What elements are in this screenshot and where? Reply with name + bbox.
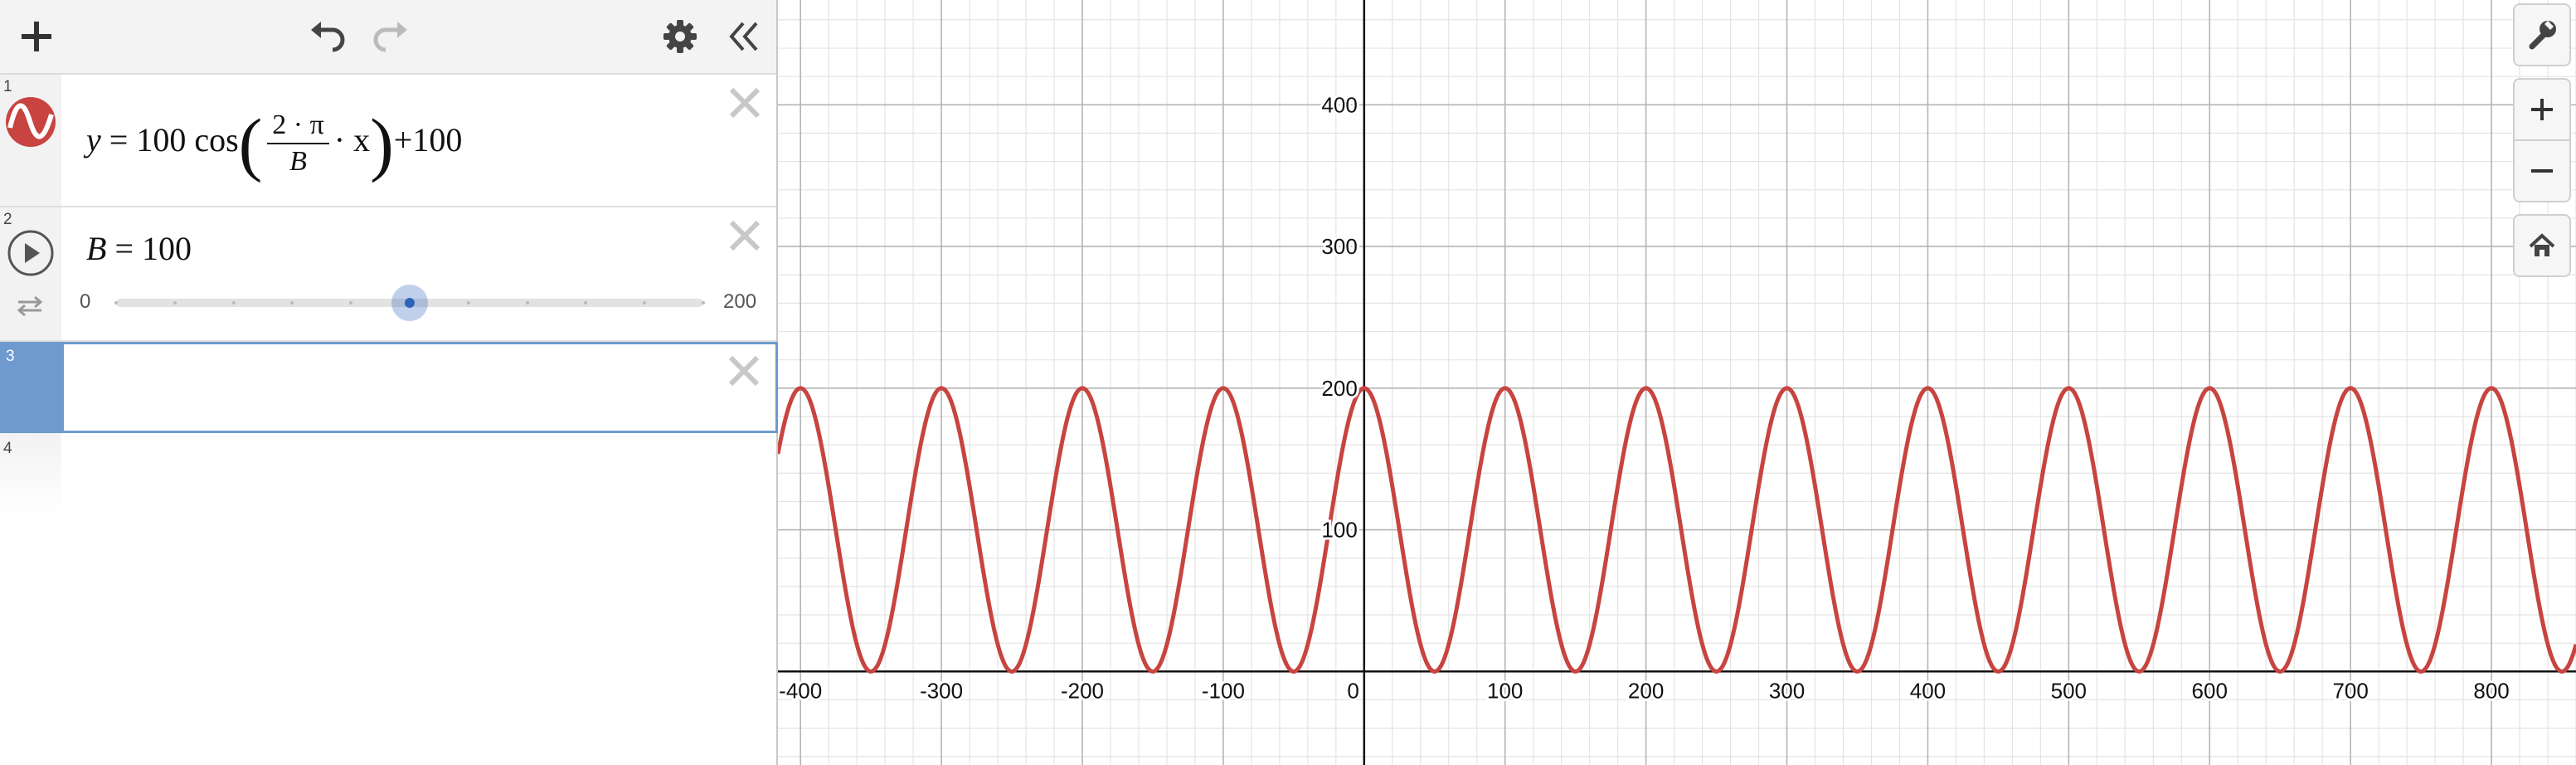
expression-row-1[interactable]: 1 y = 100 cos(2 · π B · x)+100 [0,75,776,207]
slider-tick [290,301,294,305]
x-tick-label: 400 [1910,678,1946,703]
zoom-out-button[interactable] [2513,139,2571,202]
graph-paper[interactable]: -400 -300 -200 -100 0 100 200 300 400 500 600 700 80… [778,0,2576,765]
y-tick-label: 300 [1321,234,1357,259]
y-tick-label: 100 [1321,518,1357,543]
delete-expression-icon[interactable] [727,85,763,121]
expression-input[interactable] [77,368,658,409]
expression-math[interactable]: y = 100 cos(2 · π B · x)+100 [86,104,463,183]
expression-toolbar [0,0,776,75]
slider-tick [173,301,177,305]
slider-tick [231,301,236,305]
slider-tick [643,301,647,305]
wrench-icon [2529,21,2556,50]
delete-expression-icon[interactable] [727,217,763,254]
y-tick-label: 200 [1321,376,1357,401]
undo-button[interactable] [304,12,353,61]
expression-row-2[interactable]: 2 B = 100 0 200 [0,207,776,342]
slider-tick [114,301,118,305]
axes [778,0,2576,765]
graph-canvas[interactable]: -400 -300 -200 -100 0 100 200 300 400 500 600 700 80… [778,0,2576,765]
slider-tick [525,301,529,305]
slider-tick [584,301,588,305]
y-tick-label: 400 [1321,92,1357,117]
plus-icon [2531,99,2553,120]
x-tick-label: 800 [2473,678,2509,703]
slider-max-label[interactable]: 200 [723,290,757,313]
x-tick-label: -400 [779,678,822,703]
zoom-in-button[interactable] [2513,78,2571,141]
settings-button[interactable] [655,12,705,61]
undo-icon [311,22,345,52]
x-axis-tick-labels: -400 -300 -200 -100 0 100 200 300 400 500 600 700 80… [778,675,2512,705]
x-tick-label: 300 [1769,678,1805,703]
slider-tick [466,301,470,305]
add-expression-button[interactable] [12,12,61,61]
graph-settings-button[interactable] [2513,3,2571,66]
home-icon [2529,233,2555,256]
x-tick-label: 100 [1487,678,1523,703]
slider-tick [702,301,705,305]
expression-number: 1 [3,78,12,95]
x-tick-label: 700 [2332,678,2368,703]
slider-thumb[interactable] [391,285,428,321]
x-tick-label: 500 [2051,678,2087,703]
play-icon[interactable] [7,229,55,277]
major-gridlines [778,0,2576,765]
expression-list-panel: 1 y = 100 cos(2 · π B · x)+100 2 [0,0,778,765]
default-viewport-button[interactable] [2513,214,2571,277]
redo-icon [373,22,407,52]
x-tick-label: 600 [2192,678,2228,703]
double-chevron-left-icon [729,22,758,51]
expression-number: 3 [6,348,15,365]
minus-icon [2531,169,2553,173]
y-axis-tick-labels: 100 200 300 400 [1319,90,1359,544]
graph-style-icon[interactable] [5,96,56,148]
expression-row-4[interactable]: 4 [0,433,776,516]
gear-icon [663,20,697,53]
x-tick-label: 0 [1347,678,1358,703]
slider-min-label[interactable]: 0 [80,290,91,313]
loop-mode-icon[interactable] [13,292,46,319]
slider-expression-math[interactable]: B = 100 [86,230,192,267]
x-tick-label: -100 [1202,678,1245,703]
minor-gridlines [778,0,2576,765]
slider-tick [349,301,353,305]
delete-expression-icon[interactable] [726,353,762,389]
expression-number: 4 [3,440,12,457]
cosine-curve[interactable] [778,386,2576,674]
expression-row-3[interactable]: 3 [0,342,778,433]
collapse-list-button[interactable] [718,12,768,61]
expression-number: 2 [3,211,12,228]
x-tick-label: 200 [1628,678,1664,703]
x-tick-label: -300 [920,678,963,703]
x-tick-label: -200 [1061,678,1104,703]
redo-button[interactable] [365,12,415,61]
plus-icon [22,22,51,51]
